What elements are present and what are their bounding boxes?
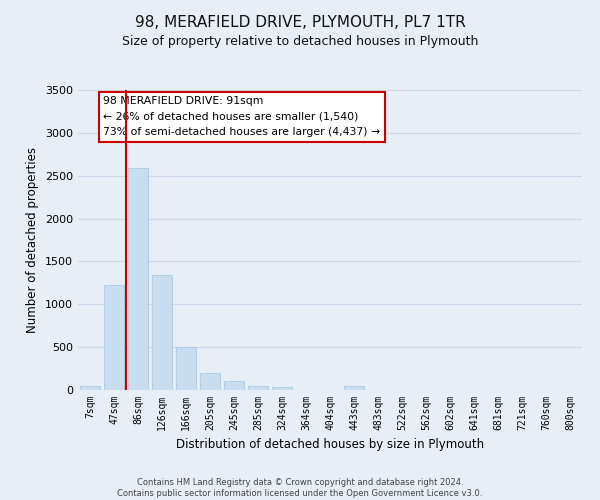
X-axis label: Distribution of detached houses by size in Plymouth: Distribution of detached houses by size … — [176, 438, 484, 452]
Bar — [248, 386, 268, 390]
Bar — [344, 386, 364, 390]
Text: Size of property relative to detached houses in Plymouth: Size of property relative to detached ho… — [122, 35, 478, 48]
Bar — [272, 388, 292, 390]
Bar — [200, 373, 220, 390]
Y-axis label: Number of detached properties: Number of detached properties — [26, 147, 40, 333]
Bar — [80, 386, 100, 390]
Bar — [128, 168, 148, 390]
Bar — [104, 284, 124, 390]
Bar — [152, 275, 172, 390]
Bar — [176, 347, 196, 390]
Text: 98 MERAFIELD DRIVE: 91sqm
← 26% of detached houses are smaller (1,540)
73% of se: 98 MERAFIELD DRIVE: 91sqm ← 26% of detac… — [103, 96, 380, 137]
Bar — [224, 380, 244, 390]
Text: Contains HM Land Registry data © Crown copyright and database right 2024.
Contai: Contains HM Land Registry data © Crown c… — [118, 478, 482, 498]
Text: 98, MERAFIELD DRIVE, PLYMOUTH, PL7 1TR: 98, MERAFIELD DRIVE, PLYMOUTH, PL7 1TR — [134, 15, 466, 30]
